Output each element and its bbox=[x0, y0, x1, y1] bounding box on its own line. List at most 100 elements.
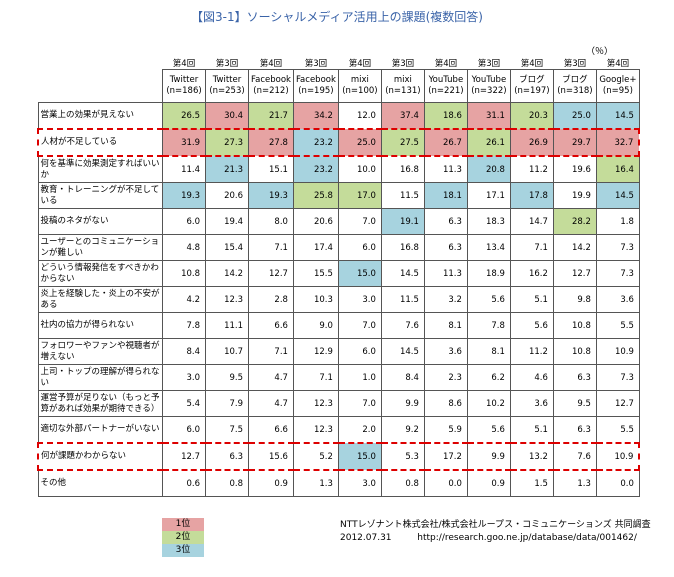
cell: 19.4 bbox=[205, 208, 249, 235]
row-label: 営業上の効果が見えない bbox=[37, 102, 163, 130]
round: 第4回 bbox=[348, 59, 372, 69]
column-header: Facebook (n=195) bbox=[292, 69, 339, 103]
cell: 5.5 bbox=[595, 416, 640, 444]
cell: 0.8 bbox=[205, 469, 249, 497]
column-header: Twitter (n=253) bbox=[205, 69, 249, 103]
cell: 25.0 bbox=[552, 102, 597, 130]
cell: 0.6 bbox=[162, 469, 206, 497]
cell: 8.1 bbox=[423, 312, 468, 339]
cell: 25.0 bbox=[337, 128, 382, 157]
cell: 26.7 bbox=[423, 128, 468, 157]
cell: 6.0 bbox=[162, 416, 206, 444]
cell: 10.2 bbox=[466, 390, 511, 417]
cell: 8.6 bbox=[423, 390, 468, 417]
date: 2012.07.31 bbox=[340, 533, 392, 543]
cell: 16.2 bbox=[509, 260, 554, 287]
cell: 5.3 bbox=[380, 442, 425, 471]
cell: 15.0 bbox=[337, 442, 382, 471]
cell: 16.4 bbox=[595, 155, 640, 183]
cell: 37.4 bbox=[380, 102, 425, 130]
cell: 7.8 bbox=[466, 312, 511, 339]
cell: 27.3 bbox=[205, 128, 249, 157]
cell: 10.7 bbox=[205, 338, 249, 365]
cell: 2.0 bbox=[337, 416, 382, 444]
cell: 11.4 bbox=[162, 155, 206, 183]
cell: 4.2 bbox=[162, 286, 206, 313]
column-name: YouTube bbox=[428, 75, 464, 85]
organizations: NTTレゾナント株式会社/株式会社ループス・コミュニケーションズ 共同調査 bbox=[340, 520, 651, 530]
round: 第4回 bbox=[259, 59, 283, 69]
row: 上司・トップの理解が得られない 3.0 9.5 4.7 7.1 1.0 8.4 2.3 6.2 4… bbox=[37, 364, 640, 391]
cell: 13.2 bbox=[509, 442, 554, 471]
column-n: (n=253) bbox=[209, 86, 245, 96]
cell: 19.3 bbox=[248, 182, 294, 209]
cell: 3.0 bbox=[337, 469, 382, 497]
cell: 5.9 bbox=[423, 416, 468, 444]
cell: 32.7 bbox=[595, 128, 641, 157]
round: 第3回 bbox=[391, 59, 415, 69]
row: 適切な外部パートナーがいない 6.0 7.5 6.6 12.3 2.0 9.2 5.9 5.6 5… bbox=[37, 416, 640, 444]
cell: 11.2 bbox=[509, 338, 554, 365]
cell: 14.2 bbox=[552, 234, 597, 261]
cell: 0.8 bbox=[380, 469, 425, 497]
column-header: Facebook (n=212) bbox=[248, 69, 294, 103]
cell: 15.5 bbox=[292, 260, 339, 287]
unit: （％） bbox=[586, 47, 614, 57]
cell: 12.7 bbox=[162, 442, 206, 471]
cell: 5.2 bbox=[292, 442, 339, 471]
cell: 20.6 bbox=[292, 208, 339, 235]
row: 何を基準に効果測定すればいいか 11.4 21.3 15.1 23.2 10.0 16.8 1… bbox=[37, 155, 640, 183]
table: 第4回 第3回 第4回 第3回 第4回 第3回 第4回 第3回 第4回 第3回 第4回 Twitter… bbox=[37, 57, 641, 497]
row: 社内の協力が得られない 7.8 11.1 6.6 9.0 7.0 7.6 8.1 7.8 5.6 1… bbox=[37, 312, 640, 339]
cell: 0.9 bbox=[248, 469, 294, 497]
cell: 0.9 bbox=[466, 469, 511, 497]
legend-item: 1位 bbox=[162, 518, 204, 531]
title: 【図3-1】ソーシャルメディア活用上の課題(複数回答) bbox=[191, 10, 483, 24]
cell: 1.5 bbox=[509, 469, 554, 497]
row: 投稿のネタがない 6.0 19.4 8.0 20.6 7.0 19.1 6.3 18.3 14.7… bbox=[37, 208, 640, 235]
cell: 7.3 bbox=[595, 234, 640, 261]
row: 炎上を経験した・炎上の不安がある 4.2 12.3 2.8 10.3 3.0 11.5 3.2… bbox=[37, 286, 640, 313]
cell: 14.5 bbox=[595, 102, 640, 130]
column-n: (n=212) bbox=[253, 86, 289, 96]
round: 第4回 bbox=[520, 59, 544, 69]
row: 営業上の効果が見えない 26.5 30.4 21.7 34.2 12.0 37.4 18.6 3… bbox=[37, 102, 640, 130]
cell: 17.8 bbox=[509, 182, 554, 209]
cell: 1.0 bbox=[337, 364, 382, 391]
cell: 3.6 bbox=[595, 286, 640, 313]
cell: 18.6 bbox=[423, 102, 468, 130]
cell: 3.6 bbox=[509, 390, 554, 417]
column-name: YouTube bbox=[471, 75, 507, 85]
cell: 19.9 bbox=[552, 182, 597, 209]
column-n: (n=100) bbox=[342, 86, 378, 96]
cell: 15.6 bbox=[248, 442, 294, 471]
cell: 7.9 bbox=[205, 390, 249, 417]
cell: 11.3 bbox=[423, 155, 468, 183]
cell: 10.9 bbox=[595, 338, 640, 365]
cell: 7.3 bbox=[595, 260, 640, 287]
cell: 21.3 bbox=[205, 155, 249, 183]
cell: 10.8 bbox=[162, 260, 206, 287]
row: 運営予算が足りない（もっと予算があれば効果が期待できる） 5.4 7.9 4.7 12.… bbox=[37, 390, 640, 417]
cell: 6.0 bbox=[337, 234, 382, 261]
cell: 6.3 bbox=[423, 234, 468, 261]
row-label: フォロワーやファンや視聴者が増えない bbox=[37, 338, 163, 365]
round: 第4回 bbox=[434, 59, 458, 69]
cell: 18.3 bbox=[466, 208, 511, 235]
cell: 4.7 bbox=[248, 364, 294, 391]
column-n: (n=197) bbox=[514, 86, 550, 96]
cell: 12.9 bbox=[292, 338, 339, 365]
cell: 30.4 bbox=[205, 102, 249, 130]
column-header: mixi (n=100) bbox=[337, 69, 382, 103]
row-label: 投稿のネタがない bbox=[37, 208, 163, 235]
cell: 8.4 bbox=[162, 338, 206, 365]
cell: 6.3 bbox=[205, 442, 249, 471]
cell: 25.8 bbox=[292, 182, 339, 209]
cell: 21.7 bbox=[248, 102, 294, 130]
cell: 7.1 bbox=[292, 364, 339, 391]
cell: 17.0 bbox=[337, 182, 382, 209]
cell: 5.6 bbox=[509, 312, 554, 339]
row-label: その他 bbox=[37, 469, 163, 497]
cell: 19.3 bbox=[162, 182, 206, 209]
cell: 1.8 bbox=[595, 208, 640, 235]
